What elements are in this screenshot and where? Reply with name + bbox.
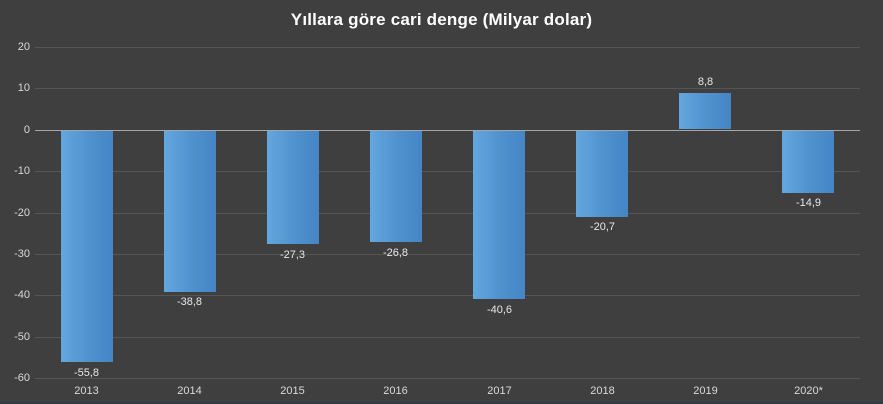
gridline (35, 88, 860, 89)
y-axis-tick-label: -50 (14, 331, 30, 343)
bar-value-label: -40,6 (486, 304, 513, 316)
x-axis-tick-label: 2020* (794, 385, 823, 397)
bar-value-label: -55,8 (73, 367, 100, 379)
x-axis-tick-label: 2015 (280, 385, 305, 397)
x-axis-tick-label: 2016 (383, 385, 408, 397)
y-axis-tick-label: 10 (17, 82, 30, 94)
bar-value-label: -27,3 (279, 249, 306, 261)
bar-value-label: -38,8 (176, 296, 203, 308)
bar-2018[interactable] (576, 131, 628, 217)
bar-2019[interactable] (679, 93, 731, 129)
gridline (35, 254, 860, 255)
bar-2015[interactable] (267, 131, 319, 244)
y-axis-tick-label: 0 (23, 124, 30, 136)
x-axis-tick-label: 2018 (590, 385, 615, 397)
gridline (35, 47, 860, 48)
chart-title: Yıllara göre cari denge (Milyar dolar) (290, 10, 593, 29)
bar-value-label: -26,8 (382, 247, 409, 259)
x-axis-tick-label: 2017 (487, 385, 512, 397)
x-axis-tick-label: 2014 (177, 385, 202, 397)
x-axis-tick-label: 2013 (74, 385, 99, 397)
gridline (35, 337, 860, 338)
gridline (35, 213, 860, 214)
zero-gridline (35, 130, 860, 131)
x-axis-tick-label: 2019 (693, 385, 718, 397)
bar-value-label: -20,7 (589, 221, 616, 233)
bar-2013[interactable] (61, 131, 113, 362)
bar-2016[interactable] (370, 131, 422, 242)
y-axis-tick-label: -20 (14, 207, 30, 219)
y-axis-tick-label: -40 (14, 289, 30, 301)
gridline (35, 378, 860, 379)
y-axis-tick-label: -60 (14, 372, 30, 384)
gridline (35, 171, 860, 172)
chart-bottom-edge (0, 402, 883, 404)
plot-area: 20 10 0 -10 -20 -30 -40 -50 -60 -55,8 2013 -38,8 201… (14, 41, 860, 397)
gridline (35, 295, 860, 296)
bar-2017[interactable] (473, 131, 525, 299)
bar-value-label: -14,9 (795, 197, 822, 209)
bar-2014[interactable] (164, 131, 216, 292)
y-axis-tick-label: 20 (17, 41, 30, 53)
y-axis-tick-label: -30 (14, 248, 30, 260)
y-axis-tick-label: -10 (14, 165, 30, 177)
bar-value-label: 8,8 (697, 76, 714, 88)
bar-2020[interactable] (782, 131, 834, 193)
